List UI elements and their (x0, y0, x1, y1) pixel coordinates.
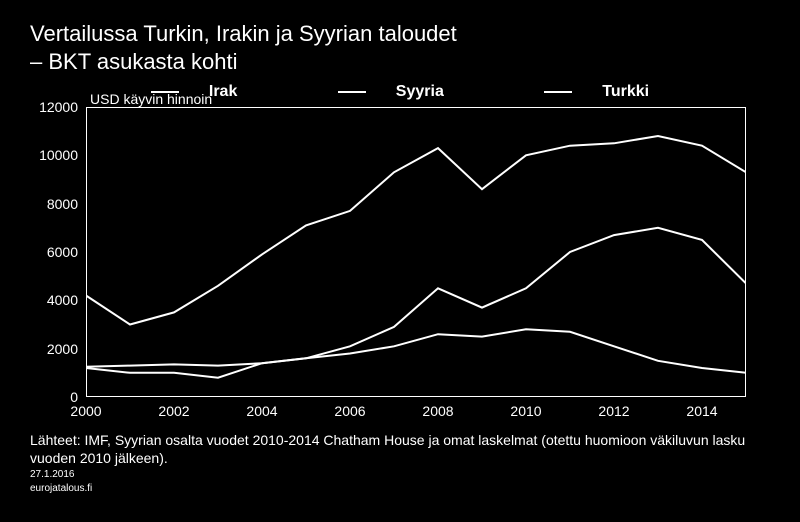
series-line-syyria (86, 329, 746, 373)
y-tick-label: 4000 (47, 292, 86, 308)
title-line-2: – BKT asukasta kohti (30, 49, 238, 74)
chart-container: Vertailussa Turkin, Irakin ja Syyrian ta… (0, 0, 800, 522)
sources-text: Lähteet: IMF, Syyrian osalta vuodet 2010… (30, 431, 770, 467)
y-tick-label: 2000 (47, 341, 86, 357)
y-tick-label: 8000 (47, 196, 86, 212)
x-tick-label: 2008 (422, 397, 453, 419)
y-tick-label: 6000 (47, 244, 86, 260)
x-tick-label: 2006 (334, 397, 365, 419)
x-tick-label: 2010 (510, 397, 541, 419)
x-tick-label: 2002 (158, 397, 189, 419)
y-axis-title: USD käyvin hinnoin (90, 91, 212, 107)
chart-svg (86, 107, 746, 397)
chart-title: Vertailussa Turkin, Irakin ja Syyrian ta… (30, 20, 770, 75)
x-tick-label: 2004 (246, 397, 277, 419)
series-line-irak (86, 228, 746, 378)
title-line-1: Vertailussa Turkin, Irakin ja Syyrian ta… (30, 21, 457, 46)
legend-line-icon (338, 91, 366, 93)
x-tick-label: 2012 (598, 397, 629, 419)
footer-site: eurojatalous.fi (30, 483, 770, 495)
legend-line-icon (544, 91, 572, 93)
x-tick-label: 2014 (686, 397, 717, 419)
legend-item-syyria: Syyria (314, 83, 468, 100)
y-tick-label: 10000 (39, 147, 86, 163)
footer-date: 27.1.2016 (30, 469, 770, 481)
legend-item-turkki: Turkki (520, 83, 673, 100)
plot-area: USD käyvin hinnoin 020004000600080001000… (86, 107, 746, 397)
y-tick-label: 12000 (39, 99, 86, 115)
x-tick-label: 2000 (70, 397, 101, 419)
chart-footer: Lähteet: IMF, Syyrian osalta vuodet 2010… (30, 431, 770, 495)
